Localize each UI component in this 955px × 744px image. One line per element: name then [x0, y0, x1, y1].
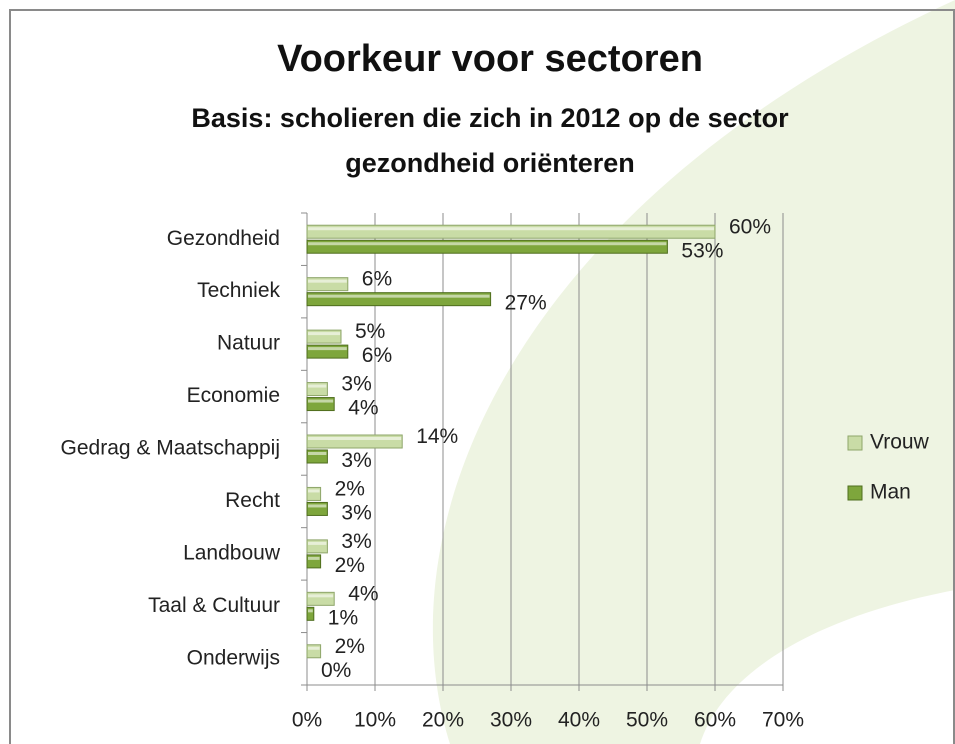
bar: [306, 554, 322, 569]
x-tick-label: 10%: [354, 709, 396, 732]
x-tick-label: 20%: [422, 709, 464, 732]
y-tick-label: Landbouw: [183, 541, 281, 564]
bar-highlight: [308, 279, 347, 283]
y-tick-label: Gedrag & Maatschappij: [61, 437, 280, 460]
data-label: 3%: [341, 449, 371, 472]
bar: [306, 329, 342, 344]
y-tick-label: Economie: [187, 384, 280, 407]
data-label: 53%: [681, 239, 723, 262]
bar-highlight: [308, 384, 327, 388]
bar-highlight: [308, 437, 402, 440]
y-tick-label: Recht: [225, 489, 280, 512]
bar: [306, 239, 668, 254]
bar-highlight: [308, 609, 313, 613]
bar: [306, 449, 328, 464]
legend-swatch: [847, 485, 863, 501]
legend-swatch: [847, 435, 863, 451]
data-label: 3%: [341, 373, 371, 396]
x-tick-label: 0%: [292, 709, 322, 732]
bar-highlight: [308, 594, 334, 598]
bar-highlight: [308, 504, 327, 508]
x-tick-label: 60%: [694, 709, 736, 732]
data-label: 5%: [355, 320, 385, 343]
bar-highlight: [308, 489, 320, 493]
data-label: 3%: [341, 530, 371, 553]
bar-highlight: [308, 332, 340, 336]
data-label: 27%: [505, 292, 547, 315]
data-label: 1%: [328, 606, 358, 629]
data-label: 60%: [729, 215, 771, 238]
x-tick-label: 30%: [490, 709, 532, 732]
x-tick-label: 40%: [558, 709, 600, 732]
data-label: 4%: [348, 582, 378, 605]
bar: [306, 539, 328, 554]
bar: [306, 277, 349, 292]
data-label: 14%: [416, 425, 458, 448]
chart-title: Voorkeur voor sectoren: [277, 38, 703, 80]
bar-highlight: [308, 242, 667, 246]
data-label: 2%: [335, 635, 365, 658]
bar-highlight: [308, 399, 334, 403]
bar: [306, 591, 335, 606]
x-tick-label: 50%: [626, 709, 668, 732]
legend-label: Man: [870, 481, 911, 504]
bar: [306, 606, 315, 621]
y-tick-label: Gezondheid: [167, 227, 280, 250]
bar-highlight: [308, 452, 327, 455]
y-tick-label: Taal & Cultuur: [148, 594, 280, 617]
bar-highlight: [308, 541, 327, 545]
legend-label: Vrouw: [870, 431, 930, 454]
data-label: 2%: [335, 554, 365, 577]
y-tick-label: Natuur: [217, 332, 280, 355]
bar-highlight: [308, 556, 320, 560]
bar: [306, 486, 322, 501]
data-label: 6%: [362, 268, 392, 291]
bar: [306, 434, 403, 449]
x-tick-label: 70%: [762, 709, 804, 732]
bar-highlight: [308, 294, 490, 298]
bar: [306, 344, 349, 359]
bar-highlight: [308, 347, 347, 351]
bar-highlight: [308, 227, 714, 231]
background-shape: [432, 0, 955, 744]
bar: [306, 501, 328, 516]
data-label: 4%: [348, 397, 378, 420]
y-tick-label: Onderwijs: [187, 646, 280, 669]
bar: [306, 397, 335, 412]
bar: [306, 292, 492, 307]
data-label: 6%: [362, 344, 392, 367]
chart-subtitle: Basis: scholieren die zich in 2012 op de…: [191, 103, 789, 178]
data-label: 0%: [321, 659, 351, 682]
bar: [306, 382, 328, 397]
bar-highlight: [308, 646, 320, 650]
frame: [9, 9, 955, 744]
y-tick-label: Techniek: [197, 279, 280, 302]
data-label: 3%: [341, 501, 371, 524]
bar: [306, 644, 322, 659]
bar: [306, 224, 716, 239]
data-label: 2%: [335, 477, 365, 500]
